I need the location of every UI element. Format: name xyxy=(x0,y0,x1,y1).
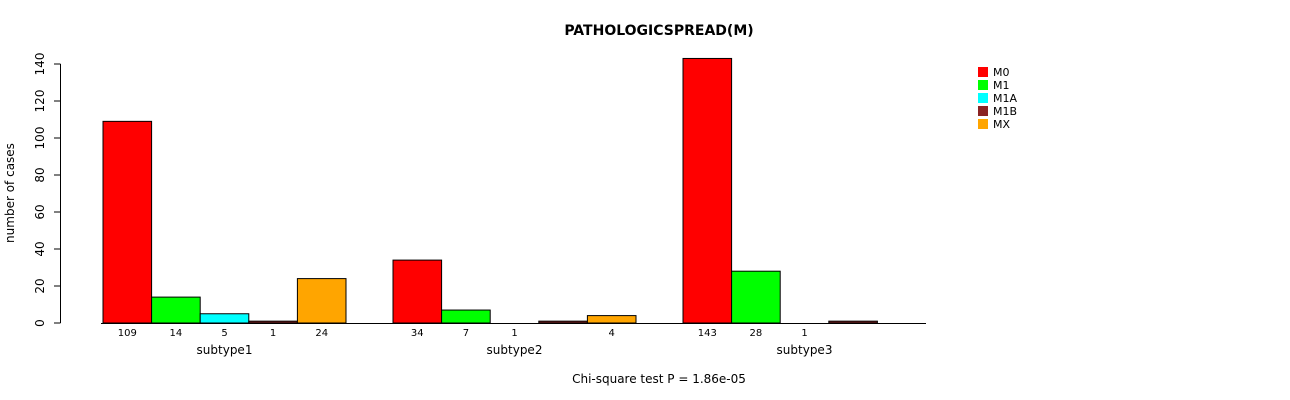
bar-count-label: 109 xyxy=(118,328,137,339)
legend-label-m0: M0 xyxy=(993,66,1010,79)
legend-label-m1b: M1B xyxy=(993,105,1017,118)
bar-subtype2-m1 xyxy=(441,309,491,324)
group-labels: subtype1 subtype2 subtype3 xyxy=(197,343,833,357)
y-tick-label: 40 xyxy=(33,241,47,256)
bar-count-label: 34 xyxy=(411,328,424,339)
bars xyxy=(102,57,878,324)
bar-subtype2-m1b xyxy=(538,320,588,324)
bar-subtype1-m1 xyxy=(151,296,201,324)
y-tick-label: 80 xyxy=(33,167,47,182)
bar-count-label: 28 xyxy=(750,328,763,339)
bar-subtype2-mx xyxy=(586,315,637,324)
y-tick-label: 0 xyxy=(33,319,47,327)
bar-count-label: 143 xyxy=(698,328,717,339)
bar-count-label: 7 xyxy=(463,328,469,339)
legend-swatch-m1a xyxy=(978,93,988,103)
bar-count-label: 24 xyxy=(315,328,328,339)
bar-subtype1-m1a xyxy=(199,313,250,324)
bar-count-label: 5 xyxy=(221,328,227,339)
chart-title: PATHOLOGICSPREAD(M) xyxy=(564,23,753,39)
legend-label-m1a: M1A xyxy=(993,92,1017,105)
group-label-subtype2: subtype2 xyxy=(487,343,543,357)
bar-count-label: 4 xyxy=(609,328,615,339)
y-tick-label: 140 xyxy=(33,53,47,76)
bar-subtype1-m0 xyxy=(102,120,153,324)
legend-swatch-m1b xyxy=(978,106,988,116)
y-tick-label: 120 xyxy=(33,90,47,113)
bar-count-label: 1 xyxy=(801,328,807,339)
y-tick-label: 20 xyxy=(33,278,47,293)
bar-subtype3-m1 xyxy=(731,270,781,324)
bar-count-label: 14 xyxy=(170,328,183,339)
bar-subtype1-mx xyxy=(296,278,347,324)
bar-subtype3-m1b xyxy=(828,320,878,324)
legend-swatch-m1 xyxy=(978,80,988,90)
legend-swatch-mx xyxy=(978,119,988,129)
group-label-subtype3: subtype3 xyxy=(777,343,833,357)
legend-label-m1: M1 xyxy=(993,79,1010,92)
chi-square-caption: Chi-square test P = 1.86e-05 xyxy=(572,372,746,386)
y-tick-label: 60 xyxy=(33,204,47,219)
y-axis: 0 20 40 60 80 100 120 140 xyxy=(33,53,61,327)
y-tick-label: 100 xyxy=(33,127,47,150)
y-axis-title: number of cases xyxy=(3,143,17,243)
bar-count-label: 1 xyxy=(511,328,517,339)
legend-swatch-m0 xyxy=(978,67,988,77)
bar-counts: 109 14 5 1 24 34 7 1 4 143 28 1 xyxy=(118,328,808,339)
bar-count-label: 1 xyxy=(270,328,276,339)
bar-subtype2-m0 xyxy=(392,259,443,324)
legend-label-mx: MX xyxy=(993,118,1010,131)
bar-subtype1-m1b xyxy=(248,320,298,324)
bar-subtype3-m0 xyxy=(682,57,733,324)
group-label-subtype1: subtype1 xyxy=(197,343,253,357)
